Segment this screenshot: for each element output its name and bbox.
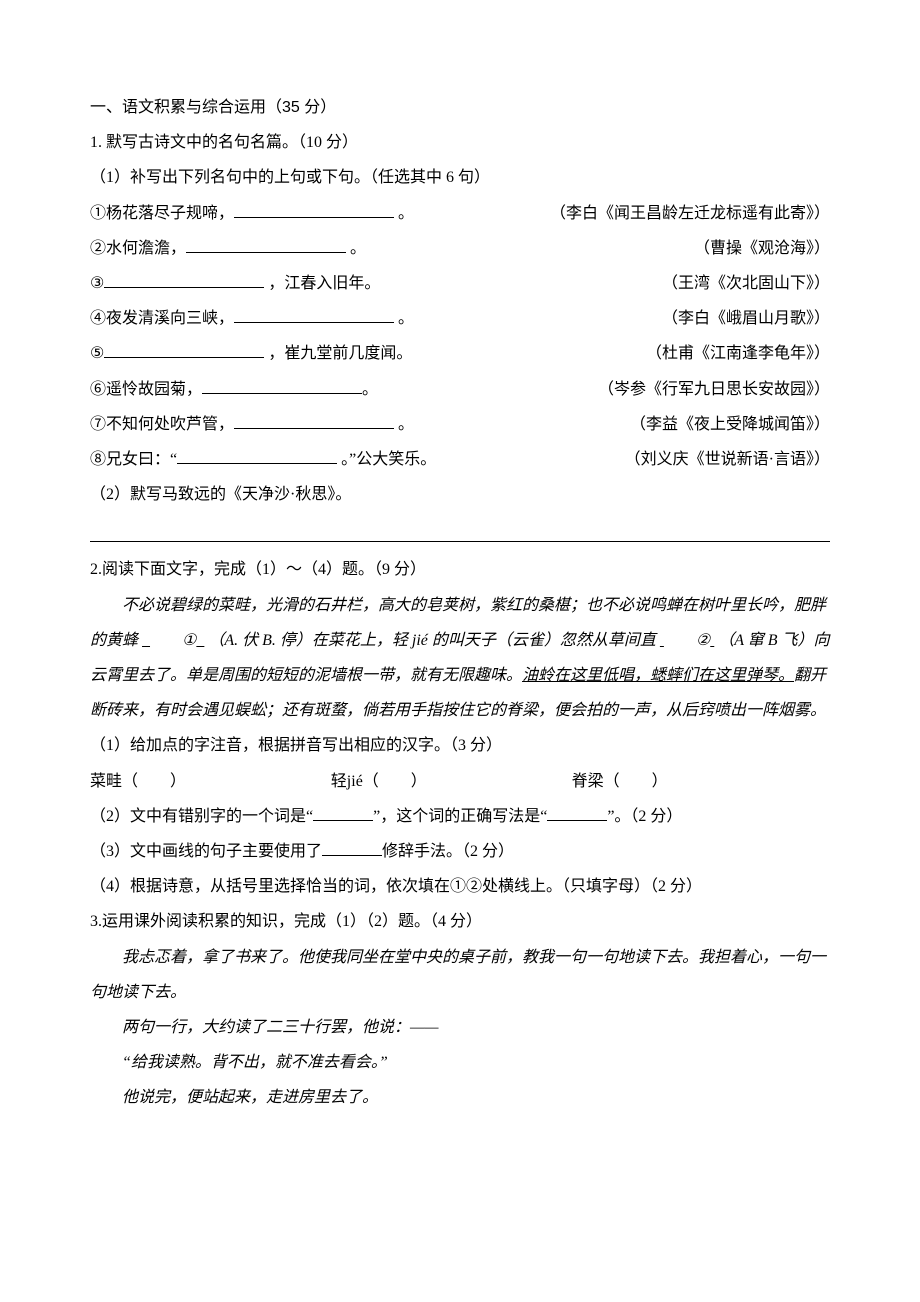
q2-sub2: （2）文中有错别字的一个词是“ ”，这个词的正确写法是“ ”。（2 分） <box>90 799 830 834</box>
q2-sub4: （4）根据诗意，从括号里选择恰当的词，依次填在①②处横线上。（只填字母）（2 分… <box>90 869 830 904</box>
underlined-sentence: 油蛉在这里低唱，蟋蟀们在这里弹琴。 <box>522 667 794 684</box>
q2-sub3: （3）文中画线的句子主要使用了 修辞手法。（2 分） <box>90 834 830 869</box>
fill-line-row: ⑥遥怜故园菊， 。 （岑参《行军九日思长安故园》） <box>90 372 830 407</box>
item-text: 。 <box>394 310 414 327</box>
item-text: 不知何处吹芦管， <box>106 416 234 433</box>
item-number: ⑤ <box>90 345 104 362</box>
text: 修辞手法。（2 分） <box>382 843 514 860</box>
fill-blank[interactable] <box>186 236 346 253</box>
fill-line-row: ③ ，江春入旧年。（王湾《次北固山下》） <box>90 266 830 301</box>
item-source: （李白《闻王昌龄左迁龙标遥有此寄》） <box>540 196 830 231</box>
passage-text: （A. 伏 B. 停）在菜花上，轻 jié 的叫天子（云雀）忽然从草间直 <box>208 632 656 649</box>
q3-stem: 3.运用课外阅读积累的知识，完成（1）（2）题。（4 分） <box>90 904 830 939</box>
fill-line-row: ②水何澹澹， 。（曹操《观沧海》） <box>90 231 830 266</box>
fill-line-left: ①杨花落尽子规啼， 。 <box>90 196 540 231</box>
fill-blank[interactable] <box>322 839 382 856</box>
blank-marker-1: ① <box>150 623 196 658</box>
fill-blank[interactable] <box>234 412 394 429</box>
fill-blank[interactable] <box>104 341 264 358</box>
item-number: ④ <box>90 310 106 327</box>
q2-sub1: （1）给加点的字注音，根据拼音写出相应的汉字。（3 分） <box>90 728 830 763</box>
item-source: （王湾《次北固山下》） <box>652 266 830 301</box>
item-number: ② <box>90 240 106 257</box>
fill-line-left: ⑧兄女曰：“ 。”公大笑乐。 <box>90 442 615 477</box>
fill-line-row: ⑤ ，崔九堂前几度闻。（杜甫《江南逢李龟年》） <box>90 336 830 371</box>
item-number: ① <box>90 205 106 222</box>
item-text: 。 <box>362 381 378 398</box>
item-source: （刘义庆《世说新语·言语》） <box>615 442 830 477</box>
pinyin-item[interactable]: 脊梁（ ） <box>572 764 809 799</box>
q2-passage: 不必说碧绿的菜畦，光滑的石井栏，高大的皂荚树，紫红的桑椹；也不必说鸣蝉在树叶里长… <box>90 588 830 729</box>
answer-line[interactable] <box>90 522 830 542</box>
item-text: 夜发清溪向三峡， <box>106 310 234 327</box>
item-number: ⑧ <box>90 451 106 468</box>
pinyin-item[interactable]: 菜畦（ ） <box>90 764 327 799</box>
item-number: ⑦ <box>90 416 106 433</box>
q3-p2: 两句一行，大约读了二三十行罢，他说：—— <box>90 1010 830 1045</box>
section-title: 一、语文积累与综合运用（35 分） <box>90 90 830 125</box>
fill-line-left: ⑥遥怜故园菊， 。 <box>90 372 588 407</box>
fill-blank[interactable] <box>177 447 337 464</box>
item-source: （李白《峨眉山月歌》） <box>652 301 830 336</box>
fill-blank[interactable] <box>234 201 394 218</box>
q3-p4: 他说完，便站起来，走进房里去了。 <box>90 1080 830 1115</box>
item-number: ⑥ <box>90 381 106 398</box>
item-number: ③ <box>90 275 104 292</box>
q3-p1: 我忐忑着，拿了书来了。他使我同坐在堂中央的桌子前，教我一句一句地读下去。我担着心… <box>90 940 830 1010</box>
item-text: 。”公大笑乐。 <box>337 451 436 468</box>
item-source: （李益《夜上受降城闻笛》） <box>620 407 830 442</box>
q2-stem: 2.阅读下面文字，完成（1）～（4）题。（9 分） <box>90 552 830 587</box>
text: ”。（2 分） <box>607 808 682 825</box>
item-text: 。 <box>394 416 414 433</box>
fill-line-row: ⑦不知何处吹芦管， 。（李益《夜上受降城闻笛》） <box>90 407 830 442</box>
blank-marker-2: ② <box>664 623 710 658</box>
fill-line-left: ③ ，江春入旧年。 <box>90 266 652 301</box>
fill-blank[interactable] <box>234 306 394 323</box>
item-source: （曹操《观沧海》） <box>684 231 830 266</box>
item-source: （杜甫《江南逢李龟年》） <box>636 336 830 371</box>
pinyin-item[interactable]: 轻jié（ ） <box>331 764 568 799</box>
fill-blank[interactable] <box>547 804 607 821</box>
text: ”，这个词的正确写法是“ <box>373 808 547 825</box>
fill-blank[interactable] <box>313 804 373 821</box>
item-text: 遥怜故园菊， <box>106 381 202 398</box>
q1-sub2: （2）默写马致远的《天净沙·秋思》。 <box>90 477 830 512</box>
fill-line-left: ⑤ ，崔九堂前几度闻。 <box>90 336 636 371</box>
fill-line-row: ④夜发清溪向三峡， 。（李白《峨眉山月歌》） <box>90 301 830 336</box>
q1-stem: 1. 默写古诗文中的名句名篇。（10 分） <box>90 125 830 160</box>
pinyin-row: 菜畦（ ） 轻jié（ ） 脊梁（ ） <box>90 764 830 799</box>
fill-line-row: ①杨花落尽子规啼， 。（李白《闻王昌龄左迁龙标遥有此寄》） <box>90 196 830 231</box>
item-text: 水何澹澹， <box>106 240 186 257</box>
text: （2）文中有错别字的一个词是“ <box>90 808 313 825</box>
fill-blank[interactable] <box>104 271 264 288</box>
item-text: 兄女曰：“ <box>106 451 177 468</box>
item-text: 。 <box>346 240 366 257</box>
item-text: ，崔九堂前几度闻。 <box>264 345 412 362</box>
fill-line-left: ②水何澹澹， 。 <box>90 231 684 266</box>
fill-line-left: ④夜发清溪向三峡， 。 <box>90 301 652 336</box>
text: （3）文中画线的句子主要使用了 <box>90 843 322 860</box>
item-text: 。 <box>394 205 414 222</box>
item-source: （岑参《行军九日思长安故园》） <box>588 372 830 407</box>
fill-blank[interactable] <box>202 377 362 394</box>
q1-sub1: （1）补写出下列名句中的上句或下句。（任选其中 6 句） <box>90 160 830 195</box>
fill-line-row: ⑧兄女曰：“ 。”公大笑乐。（刘义庆《世说新语·言语》） <box>90 442 830 477</box>
item-text: 杨花落尽子规啼， <box>106 205 234 222</box>
q3-p3: “给我读熟。背不出，就不准去看会。” <box>90 1045 830 1080</box>
item-text: ，江春入旧年。 <box>264 275 380 292</box>
fill-line-left: ⑦不知何处吹芦管， 。 <box>90 407 620 442</box>
